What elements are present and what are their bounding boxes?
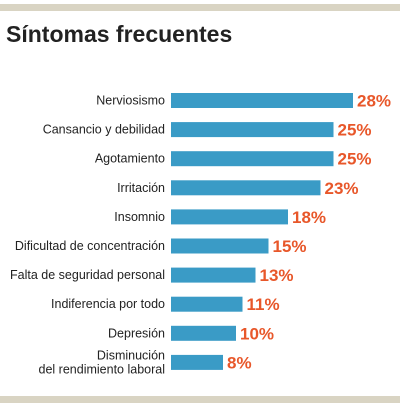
bar-4 [171, 180, 321, 196]
bar-9 [171, 325, 236, 341]
value-label-5: 18% [292, 208, 326, 227]
bar-5 [171, 209, 288, 225]
bar-2 [171, 122, 334, 138]
category-label-1: Nerviosismo [96, 94, 165, 108]
top-rule [0, 4, 400, 11]
value-label-6: 15% [273, 237, 307, 256]
value-label-8: 11% [247, 295, 280, 314]
category-label-5: Insomnio [114, 210, 165, 224]
category-label-7: Falta de seguridad personal [10, 268, 165, 282]
category-label-8: Indiferencia por todo [51, 297, 165, 311]
bar-3 [171, 151, 334, 167]
chart-title: Síntomas frecuentes [6, 21, 233, 47]
category-label-3: Agotamiento [95, 152, 165, 166]
category-label-2: Cansancio y debilidad [43, 123, 165, 137]
bar-10 [171, 354, 223, 370]
category-label-9: Depresión [108, 326, 165, 340]
bar-8 [171, 296, 243, 312]
category-label-10: Disminución del rendimiento laboral [39, 348, 166, 376]
value-label-1: 28% [357, 92, 391, 111]
category-label-6: Dificultad de concentración [15, 239, 165, 253]
value-label-10: 8% [227, 353, 252, 372]
bar-6 [171, 238, 269, 254]
value-label-2: 25% [338, 121, 372, 140]
bar-7 [171, 267, 256, 283]
value-label-7: 13% [260, 266, 294, 285]
value-label-9: 10% [240, 324, 274, 343]
category-label-4: Irritación [117, 181, 165, 195]
value-label-4: 23% [325, 179, 359, 198]
bottom-rule [0, 396, 400, 403]
value-label-3: 25% [338, 150, 372, 169]
bar-1 [171, 93, 353, 108]
